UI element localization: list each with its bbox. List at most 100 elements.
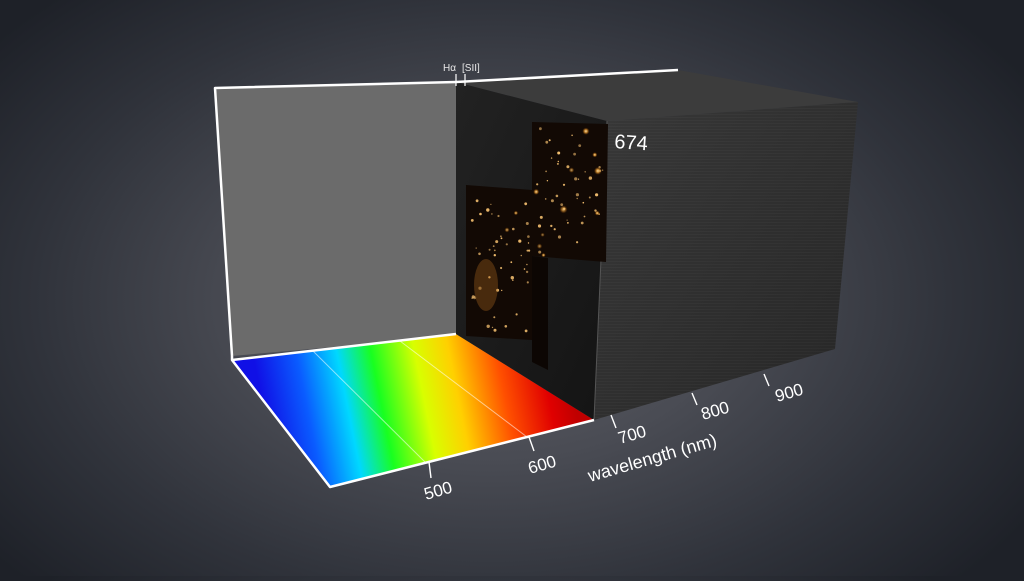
tick-mark-500 xyxy=(428,461,432,479)
star xyxy=(528,249,531,252)
star xyxy=(500,237,503,240)
star xyxy=(518,239,522,243)
star xyxy=(495,240,499,244)
star xyxy=(594,167,602,175)
star xyxy=(563,207,566,210)
frame-floor-back xyxy=(231,332,457,362)
star-points xyxy=(470,127,604,333)
star xyxy=(500,266,503,270)
spectrum-floor xyxy=(232,334,594,487)
star xyxy=(599,169,602,172)
star xyxy=(539,215,543,219)
star xyxy=(525,222,529,225)
star xyxy=(520,254,523,257)
halpha-label: Hα xyxy=(443,63,456,74)
star xyxy=(488,248,491,251)
star xyxy=(555,194,559,198)
star xyxy=(527,235,530,238)
star xyxy=(493,328,497,332)
star xyxy=(501,289,503,292)
star xyxy=(496,288,500,292)
star xyxy=(486,324,490,328)
star xyxy=(545,170,547,173)
star xyxy=(594,210,600,216)
star xyxy=(533,188,540,195)
star xyxy=(515,313,518,316)
star xyxy=(504,227,510,233)
frame-top-line xyxy=(455,68,679,84)
star xyxy=(588,176,593,180)
star xyxy=(512,227,515,231)
star xyxy=(601,169,604,171)
frame-lines xyxy=(213,68,679,489)
tick-label-700: 700 xyxy=(616,422,649,448)
current-slice-label: 674 xyxy=(614,131,649,155)
star xyxy=(577,178,580,180)
frame-back-left xyxy=(213,80,457,357)
star xyxy=(539,127,542,131)
axis-label: wavelength (nm) xyxy=(585,430,719,486)
star xyxy=(505,243,508,246)
sii-label: [SII] xyxy=(462,63,480,74)
star xyxy=(523,268,526,270)
star xyxy=(574,177,578,181)
star xyxy=(571,134,573,137)
star xyxy=(536,243,543,249)
star xyxy=(545,140,549,144)
tick-mark-800 xyxy=(691,392,698,406)
spectrum-divider-1 xyxy=(311,349,426,463)
star xyxy=(592,152,598,158)
star xyxy=(550,224,553,228)
star xyxy=(544,198,547,200)
star xyxy=(556,162,559,165)
star xyxy=(562,183,566,186)
star xyxy=(584,171,586,173)
tick-mark-900 xyxy=(763,373,770,387)
star xyxy=(560,203,564,207)
star xyxy=(582,201,585,204)
nebula-glow xyxy=(474,259,498,311)
star xyxy=(538,250,542,254)
star xyxy=(471,295,475,299)
star xyxy=(566,165,570,169)
star xyxy=(567,222,569,224)
star xyxy=(504,325,508,328)
star xyxy=(580,221,584,225)
star xyxy=(576,197,578,200)
star xyxy=(490,203,492,205)
star xyxy=(541,253,546,258)
star xyxy=(510,261,513,264)
star xyxy=(524,202,528,206)
star xyxy=(525,270,529,274)
starfield-slice xyxy=(466,122,608,370)
frame-floor-left xyxy=(230,356,595,489)
star xyxy=(557,160,559,163)
star xyxy=(493,249,496,252)
star xyxy=(527,242,530,244)
star xyxy=(479,212,482,216)
star xyxy=(475,199,479,203)
star xyxy=(546,180,549,182)
star xyxy=(540,232,545,237)
star xyxy=(583,215,586,218)
star xyxy=(594,209,597,212)
star xyxy=(526,263,528,266)
star xyxy=(492,245,495,248)
star xyxy=(582,127,590,135)
tick-mark-700 xyxy=(610,414,617,429)
star xyxy=(557,235,562,239)
spectrum-divider-2 xyxy=(399,340,528,438)
star xyxy=(575,193,580,197)
starfield-patch-left xyxy=(466,185,532,340)
star xyxy=(491,326,494,329)
tick-label-500: 500 xyxy=(422,478,455,504)
star xyxy=(536,183,539,186)
star xyxy=(486,208,490,212)
tick-label-900: 900 xyxy=(773,380,806,406)
star xyxy=(470,219,474,222)
starfield-patch-mid xyxy=(532,256,548,370)
star xyxy=(537,224,542,228)
star xyxy=(475,247,477,249)
star xyxy=(493,316,496,319)
